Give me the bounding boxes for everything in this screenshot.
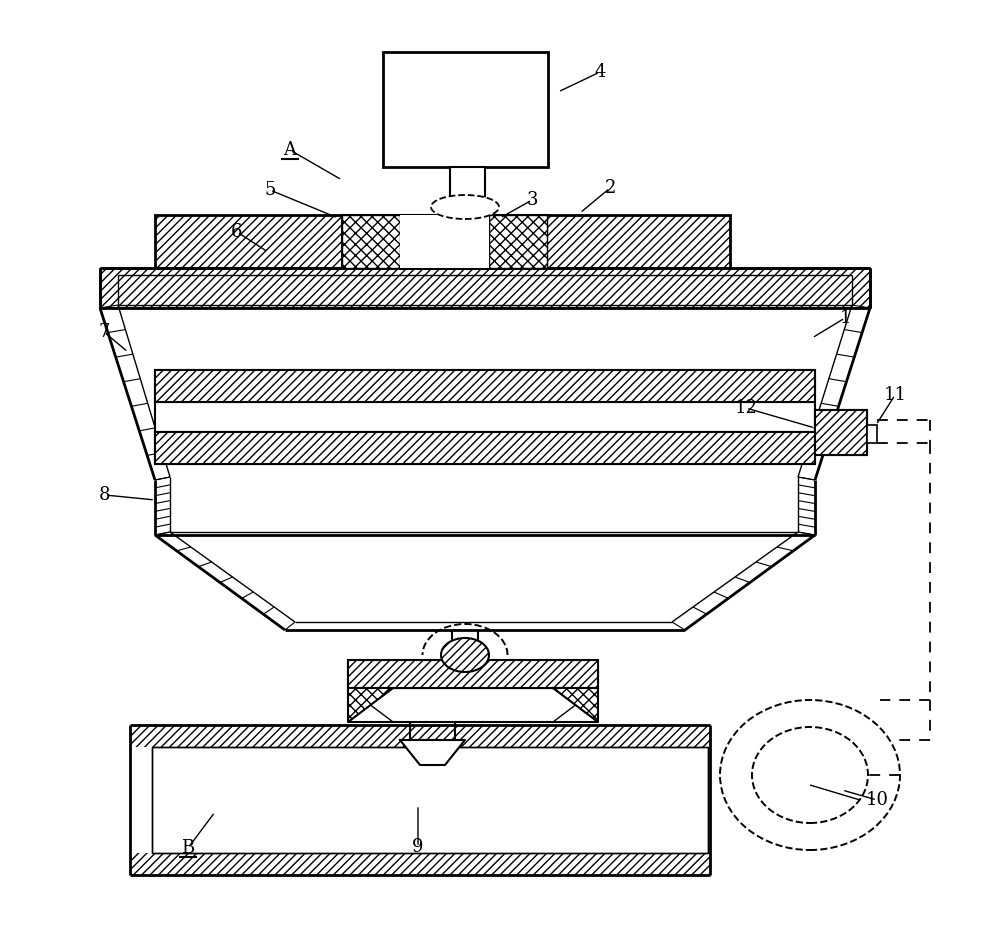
Text: 3: 3 [526,191,538,209]
Bar [348,660,598,688]
Bar [155,432,815,464]
Bar [130,853,710,875]
Bar [815,410,867,455]
Bar [342,215,400,268]
Text: 9: 9 [412,838,424,856]
Text: 2: 2 [604,179,616,197]
Polygon shape [400,740,465,765]
Bar [450,167,485,200]
Ellipse shape [431,195,499,219]
Text: A: A [284,141,296,159]
Text: 6: 6 [231,223,243,241]
Text: 10: 10 [866,791,889,809]
Text: 8: 8 [99,486,111,504]
Bar [152,747,708,853]
Bar [867,425,877,443]
Text: 12: 12 [735,399,757,417]
Bar [130,725,710,747]
Polygon shape [348,688,393,722]
Text: 1: 1 [839,309,851,327]
Polygon shape [553,688,598,722]
Ellipse shape [441,638,489,672]
Text: 11: 11 [884,386,906,404]
Text: 4: 4 [594,63,606,81]
Bar [383,52,548,167]
Bar [342,215,547,268]
Text: 7: 7 [98,323,110,341]
Bar [489,215,547,268]
Bar [815,410,867,455]
Bar [155,402,815,432]
Bar [155,370,815,402]
Bar [100,268,870,308]
Bar [400,215,489,268]
Text: 5: 5 [264,181,276,199]
Text: B: B [181,839,195,857]
Bar [155,215,730,268]
